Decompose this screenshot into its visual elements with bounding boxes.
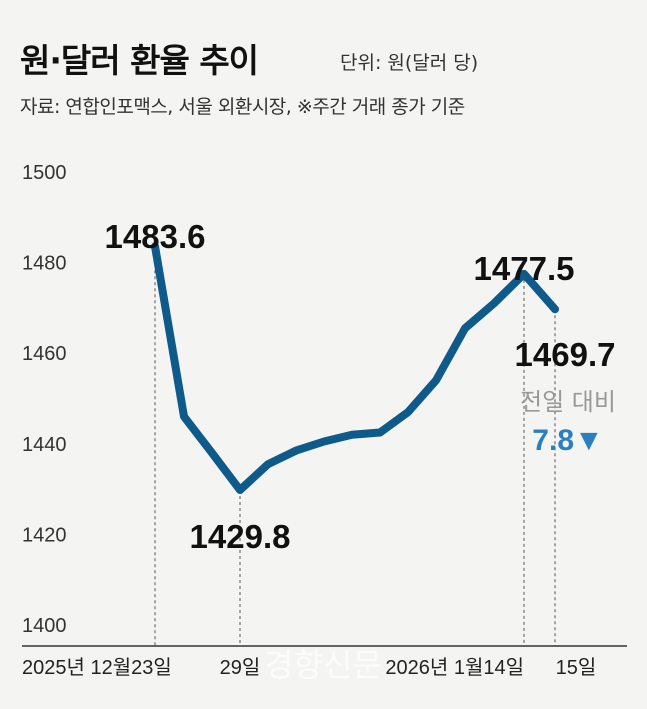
annotation-change-value: 7.8▼ — [532, 424, 603, 457]
guide-lines — [154, 246, 556, 646]
data-label: 1429.8 — [190, 518, 291, 555]
data-labels: 1483.6 1429.8 1477.5 1469.7 — [105, 218, 616, 555]
y-tick-label: 1440 — [22, 434, 67, 456]
series-line-exchange-rate — [151, 242, 559, 494]
annotation-prev-day-label: 전일 대비 — [520, 388, 616, 416]
x-tick-label: 2025년 12월23일 — [22, 656, 172, 679]
y-axis-ticks: 1500 1480 1460 1440 1420 1400 — [22, 162, 67, 637]
y-tick-label: 1400 — [22, 615, 67, 637]
x-tick-label: 29일 — [220, 656, 261, 679]
unit-label: 단위: 원(달러 당) — [340, 52, 479, 74]
x-tick-label: 2026년 1월14일 — [385, 656, 524, 679]
data-label: 1477.5 — [474, 250, 575, 287]
x-tick-label: 15일 — [556, 656, 597, 679]
y-tick-label: 1480 — [22, 253, 67, 275]
watermark-text: 경향신문 — [264, 646, 382, 684]
data-label: 1469.7 — [515, 336, 616, 373]
source-label: 자료: 연합인포맥스, 서울 외환시장, ※주간 거래 종가 기준 — [20, 96, 465, 118]
y-tick-label: 1420 — [22, 524, 67, 546]
data-label: 1483.6 — [105, 218, 206, 255]
x-axis-ticks: 2025년 12월23일 29일 2026년 1월14일 15일 — [22, 656, 596, 679]
y-tick-label: 1460 — [22, 343, 67, 365]
chart-title: 원·달러 환율 추이 — [20, 41, 259, 80]
y-tick-label: 1500 — [22, 162, 67, 184]
